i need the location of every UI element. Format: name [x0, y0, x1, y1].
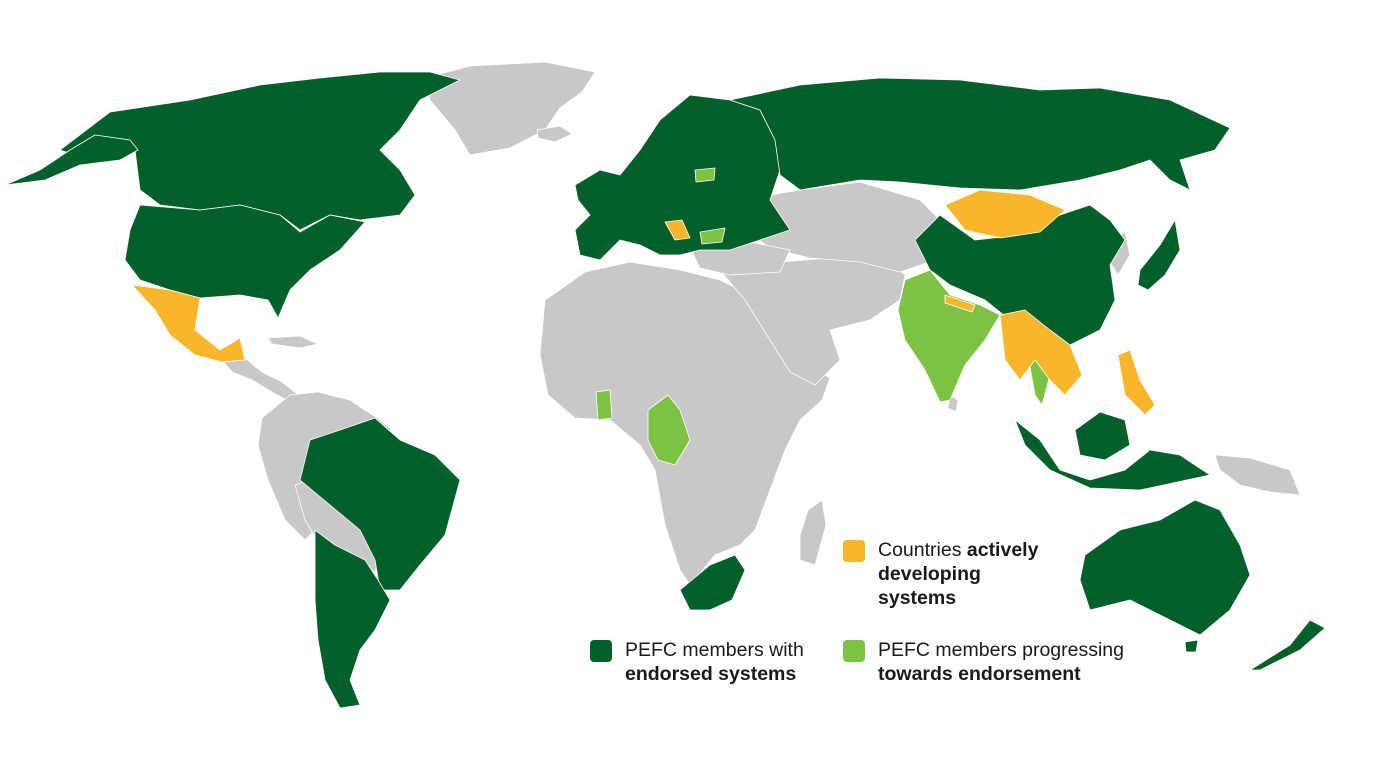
legend-label-progressing: PEFC members progressing towards endorse… [878, 639, 1124, 685]
borneo [1074, 411, 1131, 461]
croatia [664, 219, 691, 241]
madagascar [799, 499, 827, 566]
canada [59, 71, 461, 231]
legend-swatch-endorsed [590, 640, 612, 662]
progressing-countries [595, 167, 1051, 466]
mexico [131, 284, 246, 363]
mongolia [944, 189, 1066, 239]
ghana [595, 389, 613, 421]
endorsed-countries [4, 71, 1326, 709]
south-africa [679, 554, 746, 611]
africa [539, 261, 831, 586]
india [897, 269, 1001, 403]
japan [1137, 219, 1181, 291]
usa [124, 204, 366, 319]
iceland [536, 125, 573, 143]
legend-label-endorsed: PEFC members with endorsed systems [625, 639, 804, 685]
caribbean [267, 335, 319, 349]
cameroon-congo-gabon [647, 394, 691, 466]
legend-developing: Countries actively developing systems [843, 538, 1038, 610]
new-zealand [1249, 619, 1326, 671]
developing-countries [131, 189, 1156, 416]
greenland [424, 61, 596, 156]
legend-label-developing: Countries actively developing systems [878, 539, 1039, 609]
europe [574, 94, 791, 261]
philippines [1117, 349, 1156, 416]
bulgaria [699, 227, 726, 245]
legend-swatch-progressing [843, 640, 865, 662]
central-america [221, 357, 301, 403]
australia [1079, 499, 1251, 636]
legend-progressing: PEFC members progressing towards endorse… [843, 638, 1124, 686]
alaska [4, 134, 139, 186]
myanmar-laos-vietnam [999, 309, 1083, 396]
tasmania [1184, 639, 1199, 653]
legend-swatch-developing [843, 540, 865, 562]
legend-endorsed: PEFC members with endorsed systems [590, 638, 804, 686]
lithuania [694, 167, 716, 183]
malaysia-indonesia [1014, 419, 1211, 491]
papua [1214, 454, 1301, 496]
russia [729, 77, 1231, 191]
brazil [299, 417, 461, 591]
argentina-chile [314, 529, 391, 709]
nepal [944, 294, 976, 313]
